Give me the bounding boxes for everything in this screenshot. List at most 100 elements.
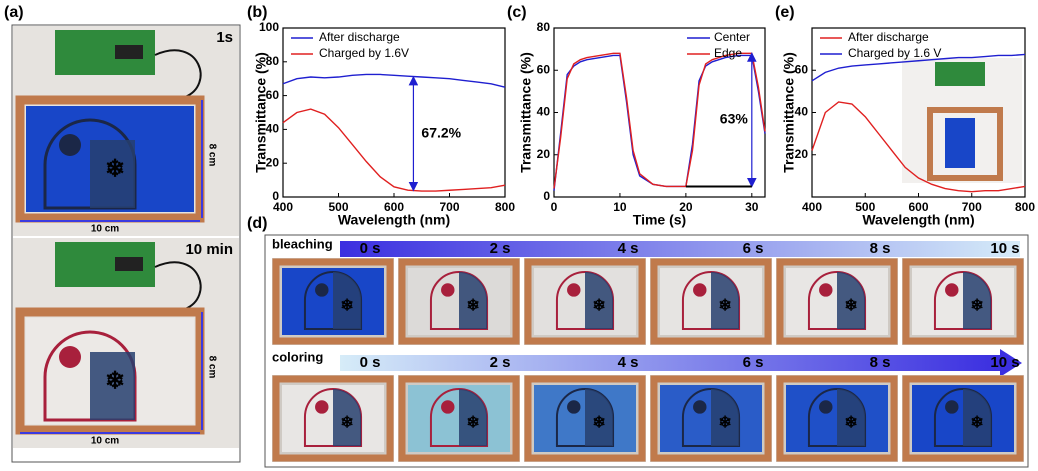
annotation-label: 67.2% — [421, 124, 461, 140]
window-right — [90, 140, 135, 208]
annotation-label: 63% — [720, 111, 749, 127]
height-label: 8 cm — [206, 144, 217, 167]
snowflake: ❄ — [340, 297, 353, 314]
x-tick-label: 0 — [551, 200, 558, 214]
time-label: 8 s — [870, 240, 891, 257]
window-right — [963, 272, 992, 329]
snowflake: ❄ — [592, 414, 605, 431]
time-label: 1s — [216, 29, 233, 46]
legend-label: Center — [714, 30, 750, 44]
y-tick-label: 60 — [795, 62, 809, 76]
legend-label: Charged by 1.6 V — [848, 46, 941, 60]
coloring-arrow — [340, 355, 1000, 371]
window-right — [711, 389, 740, 446]
y-tick-label: 20 — [537, 147, 551, 161]
window-right — [837, 272, 866, 329]
y-tick-label: 40 — [795, 105, 809, 119]
window-right — [585, 272, 614, 329]
copper-frame — [398, 375, 520, 462]
series-line — [811, 101, 1026, 193]
copper-frame — [776, 375, 898, 462]
series-line — [811, 53, 1026, 82]
copper-frame — [272, 258, 394, 345]
row-label: coloring — [272, 349, 323, 364]
snowflake: ❄ — [105, 155, 125, 182]
pcb-chip — [115, 257, 143, 271]
ec-panel — [945, 118, 975, 168]
x-tick-label: 600 — [908, 200, 928, 214]
snowflake: ❄ — [970, 297, 983, 314]
time-label: 0 s — [360, 240, 381, 257]
time-label: 6 s — [743, 240, 764, 257]
window-right — [333, 272, 362, 329]
y-tick-label: 60 — [537, 62, 551, 76]
row-label: bleaching — [272, 236, 333, 251]
time-label: 4 s — [618, 240, 639, 257]
window-right — [459, 389, 488, 446]
snowflake: ❄ — [718, 297, 731, 314]
panel-label: (c) — [507, 4, 527, 21]
coloring-arrow-head — [1000, 349, 1022, 377]
sun-icon — [59, 346, 81, 368]
wire — [154, 261, 202, 310]
legend-label: After discharge — [319, 30, 400, 44]
sun-icon — [567, 400, 581, 414]
legend-label: Charged by 1.6V — [319, 46, 409, 60]
x-axis-label: Wavelength (nm) — [338, 212, 450, 228]
time-label: 6 s — [743, 354, 764, 371]
y-tick-label: 80 — [266, 54, 280, 68]
snowflake: ❄ — [718, 414, 731, 431]
y-tick-label: 20 — [266, 155, 280, 169]
width-label: 10 cm — [91, 436, 119, 447]
snowflake: ❄ — [844, 297, 857, 314]
copper-frame — [776, 258, 898, 345]
snowflake: ❄ — [105, 367, 125, 394]
series-line — [553, 52, 766, 189]
y-tick-label: 0 — [272, 189, 279, 203]
y-tick-label: 0 — [543, 189, 550, 203]
snowflake: ❄ — [466, 297, 479, 314]
y-axis-label: Transmittance (%) — [518, 52, 534, 173]
snowflake: ❄ — [844, 414, 857, 431]
sun-icon — [945, 283, 959, 297]
x-axis-label: Time (s) — [633, 212, 686, 228]
pcb — [935, 62, 985, 86]
copper-frame — [524, 258, 646, 345]
y-tick-label: 80 — [537, 20, 551, 34]
y-axis-label: Transmittance (%) — [781, 52, 797, 173]
x-tick-label: 10 — [613, 200, 627, 214]
panel-label: (d) — [247, 215, 267, 232]
time-label: 10 min — [185, 241, 233, 258]
copper-frame — [650, 258, 772, 345]
y-tick-label: 100 — [259, 20, 279, 34]
x-tick-label: 700 — [439, 200, 459, 214]
window-right — [459, 272, 488, 329]
y-tick-label: 60 — [266, 88, 280, 102]
time-label: 10 s — [990, 354, 1019, 371]
legend-label: After discharge — [848, 30, 929, 44]
sun-icon — [315, 400, 329, 414]
legend-label: Edge — [714, 46, 742, 60]
copper-frame — [15, 95, 205, 223]
sun-icon — [59, 134, 81, 156]
y-axis-label: Transmittance (%) — [253, 52, 269, 173]
time-label: 10 s — [990, 240, 1019, 257]
copper-frame — [902, 258, 1024, 345]
sun-icon — [315, 283, 329, 297]
copper-frame — [650, 375, 772, 462]
copper-frame — [15, 307, 205, 435]
x-tick-label: 20 — [679, 200, 693, 214]
window-right — [90, 352, 135, 420]
bleaching-arrow — [340, 241, 1020, 257]
window-right — [333, 389, 362, 446]
sun-icon — [819, 400, 833, 414]
x-tick-label: 600 — [384, 200, 404, 214]
x-tick-label: 700 — [962, 200, 982, 214]
panel-a-box — [11, 24, 241, 463]
snowflake: ❄ — [592, 297, 605, 314]
y-tick-label: 40 — [537, 105, 551, 119]
x-tick-label: 800 — [495, 200, 515, 214]
panel-label: (b) — [247, 4, 267, 21]
sun-icon — [441, 400, 455, 414]
